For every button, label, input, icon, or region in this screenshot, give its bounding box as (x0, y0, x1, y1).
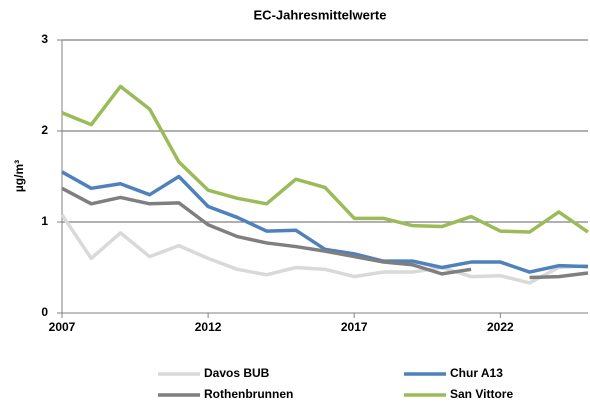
legend-label: Chur A13 (450, 366, 503, 380)
y-tick-label: 3 (41, 32, 48, 46)
legend-label: Davos BUB (204, 366, 270, 380)
x-tick-label: 2017 (341, 320, 368, 334)
x-tick-label: 2007 (49, 320, 76, 334)
y-tick-label: 0 (41, 305, 48, 319)
x-tick-label: 2022 (487, 320, 514, 334)
series-line (61, 170, 589, 274)
legend-label: San Vittore (450, 387, 513, 401)
y-tick-label: 1 (41, 214, 48, 228)
y-axis-label: µg/m³ (12, 160, 26, 192)
chart-title: EC-Jahresmittelwerte (254, 7, 387, 22)
legend-label: Rothenbrunnen (204, 387, 293, 401)
y-tick-label: 2 (41, 123, 48, 137)
x-tick-label: 2012 (195, 320, 222, 334)
series-line (61, 84, 589, 234)
series-line (60, 213, 589, 285)
series-line (61, 186, 589, 280)
